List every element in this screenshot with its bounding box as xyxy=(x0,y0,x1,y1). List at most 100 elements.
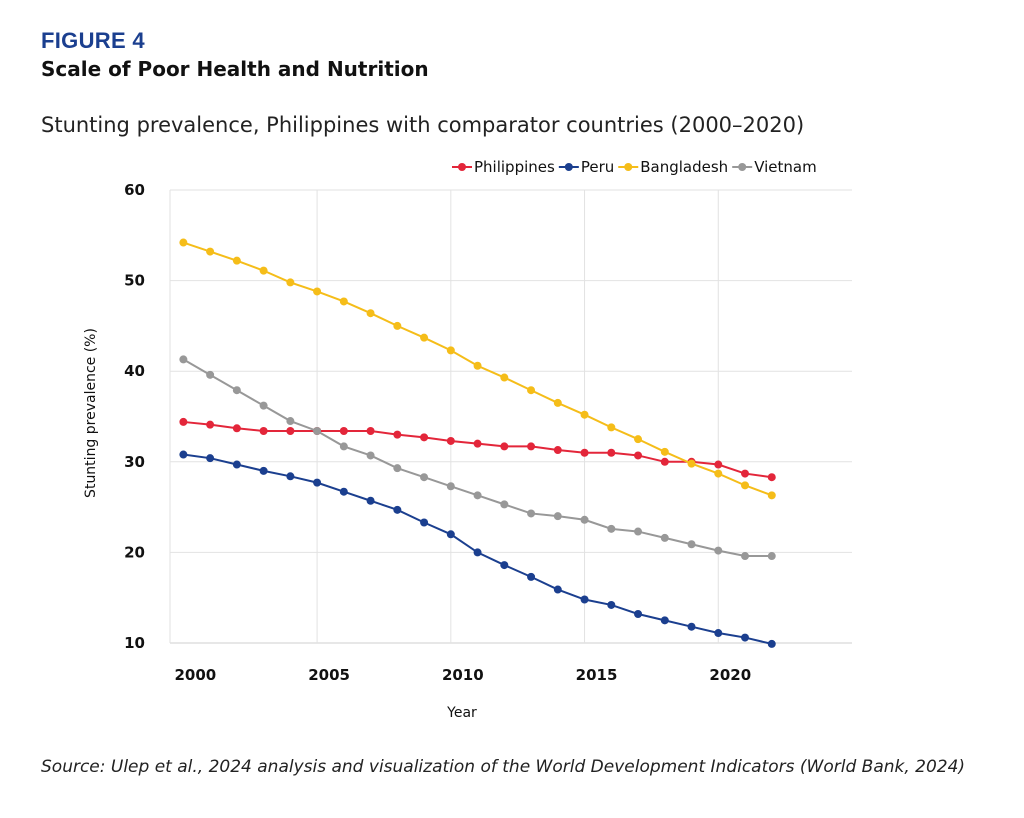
legend-label-philippines: Philippines xyxy=(474,158,555,176)
point-philippines-2013 xyxy=(527,442,536,451)
point-vietnam-2016 xyxy=(607,524,616,533)
point-bangladesh-2018 xyxy=(660,447,669,456)
point-bangladesh-2016 xyxy=(607,423,616,432)
legend-marker-vietnam xyxy=(738,163,747,171)
source-note: Source: Ulep et al., 2024 analysis and v… xyxy=(41,757,966,777)
point-vietnam-2019 xyxy=(687,540,696,549)
point-philippines-2007 xyxy=(366,426,375,435)
point-vietnam-2005 xyxy=(313,426,322,435)
point-peru-2014 xyxy=(553,585,562,594)
point-bangladesh-2021 xyxy=(741,481,750,490)
point-peru-2016 xyxy=(607,600,616,609)
point-vietnam-2014 xyxy=(553,512,562,521)
point-bangladesh-2013 xyxy=(527,386,536,395)
point-philippines-2015 xyxy=(580,448,589,457)
point-bangladesh-2011 xyxy=(473,361,482,370)
line-philippines xyxy=(183,420,772,479)
point-peru-2002 xyxy=(232,460,241,469)
y-axis: 10 20 30 40 50 60 xyxy=(124,181,145,652)
point-peru-2000 xyxy=(179,450,188,459)
point-philippines-2016 xyxy=(607,448,616,457)
point-philippines-2012 xyxy=(500,442,509,451)
x-tick-2005: 2005 xyxy=(308,666,350,684)
figure-title: Scale of Poor Health and Nutrition xyxy=(41,57,429,81)
y-tick-30: 30 xyxy=(124,453,145,471)
point-vietnam-2018 xyxy=(660,533,669,542)
point-bangladesh-2017 xyxy=(634,435,643,444)
point-philippines-2011 xyxy=(473,439,482,448)
x-tick-2000: 2000 xyxy=(174,666,216,684)
point-vietnam-2012 xyxy=(500,500,509,509)
chart-title: Stunting prevalence, Philippines with co… xyxy=(41,113,805,137)
point-philippines-2001 xyxy=(206,420,215,429)
point-vietnam-2002 xyxy=(232,386,241,395)
point-bangladesh-2004 xyxy=(286,278,295,287)
point-vietnam-2003 xyxy=(259,401,268,410)
y-axis-title: Stunting prevalence (%) xyxy=(83,328,99,498)
point-peru-2005 xyxy=(313,478,322,487)
point-bangladesh-2000 xyxy=(179,238,188,247)
y-tick-50: 50 xyxy=(124,272,145,290)
point-peru-2020 xyxy=(714,629,723,638)
point-peru-2019 xyxy=(687,622,696,631)
y-tick-40: 40 xyxy=(124,362,145,380)
point-bangladesh-2006 xyxy=(339,297,348,306)
legend-item-peru: Peru xyxy=(558,158,614,176)
point-vietnam-2022 xyxy=(767,552,776,561)
x-tick-2015: 2015 xyxy=(576,666,618,684)
point-philippines-2009 xyxy=(420,433,429,442)
point-philippines-2017 xyxy=(634,451,643,460)
point-bangladesh-2010 xyxy=(446,346,455,355)
point-bangladesh-2020 xyxy=(714,469,723,478)
point-vietnam-2021 xyxy=(741,552,750,561)
legend-item-vietnam: Vietnam xyxy=(732,158,817,176)
point-bangladesh-2014 xyxy=(553,398,562,407)
point-peru-2018 xyxy=(660,616,669,625)
point-philippines-2020 xyxy=(714,460,723,469)
point-philippines-2018 xyxy=(660,457,669,466)
point-bangladesh-2005 xyxy=(313,287,322,296)
series-philippines xyxy=(179,417,776,482)
point-bangladesh-2002 xyxy=(232,256,241,265)
point-peru-2007 xyxy=(366,496,375,505)
point-vietnam-2010 xyxy=(446,482,455,491)
x-tick-2010: 2010 xyxy=(442,666,484,684)
point-peru-2013 xyxy=(527,572,536,581)
point-bangladesh-2009 xyxy=(420,333,429,342)
point-vietnam-2009 xyxy=(420,473,429,482)
point-philippines-2021 xyxy=(741,469,750,478)
point-bangladesh-2012 xyxy=(500,373,509,382)
x-tick-2020: 2020 xyxy=(709,666,751,684)
point-vietnam-2017 xyxy=(634,527,643,536)
point-philippines-2008 xyxy=(393,430,402,439)
legend-marker-peru xyxy=(564,163,573,171)
y-tick-10: 10 xyxy=(124,634,145,652)
point-vietnam-2000 xyxy=(179,355,188,364)
point-philippines-2014 xyxy=(553,446,562,455)
point-vietnam-2008 xyxy=(393,464,402,473)
line-vietnam xyxy=(182,358,772,558)
series-peru xyxy=(179,450,776,648)
point-bangladesh-2001 xyxy=(206,247,215,256)
legend-label-bangladesh: Bangladesh xyxy=(640,158,728,176)
legend-item-philippines: Philippines xyxy=(452,158,555,176)
legend-marker-philippines xyxy=(458,163,466,171)
point-philippines-2006 xyxy=(339,426,348,435)
point-bangladesh-2007 xyxy=(366,309,375,318)
point-philippines-2004 xyxy=(286,426,295,435)
point-peru-2006 xyxy=(339,487,348,496)
point-philippines-2010 xyxy=(446,436,455,445)
point-peru-2021 xyxy=(741,633,750,642)
legend-item-bangladesh: Bangladesh xyxy=(618,158,728,176)
point-bangladesh-2019 xyxy=(687,459,696,468)
point-peru-2022 xyxy=(767,639,776,648)
point-vietnam-2020 xyxy=(714,546,723,555)
legend-label-vietnam: Vietnam xyxy=(754,158,817,176)
legend: Philippines Peru Bangladesh Vietnam xyxy=(452,158,817,176)
point-vietnam-2006 xyxy=(339,442,348,451)
point-vietnam-2013 xyxy=(527,509,536,518)
point-vietnam-2015 xyxy=(580,515,589,524)
point-vietnam-2001 xyxy=(206,370,215,379)
point-vietnam-2007 xyxy=(366,451,375,460)
point-philippines-2003 xyxy=(259,426,268,435)
